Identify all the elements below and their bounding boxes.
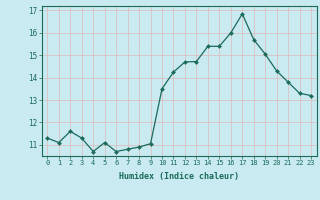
X-axis label: Humidex (Indice chaleur): Humidex (Indice chaleur) xyxy=(119,172,239,181)
